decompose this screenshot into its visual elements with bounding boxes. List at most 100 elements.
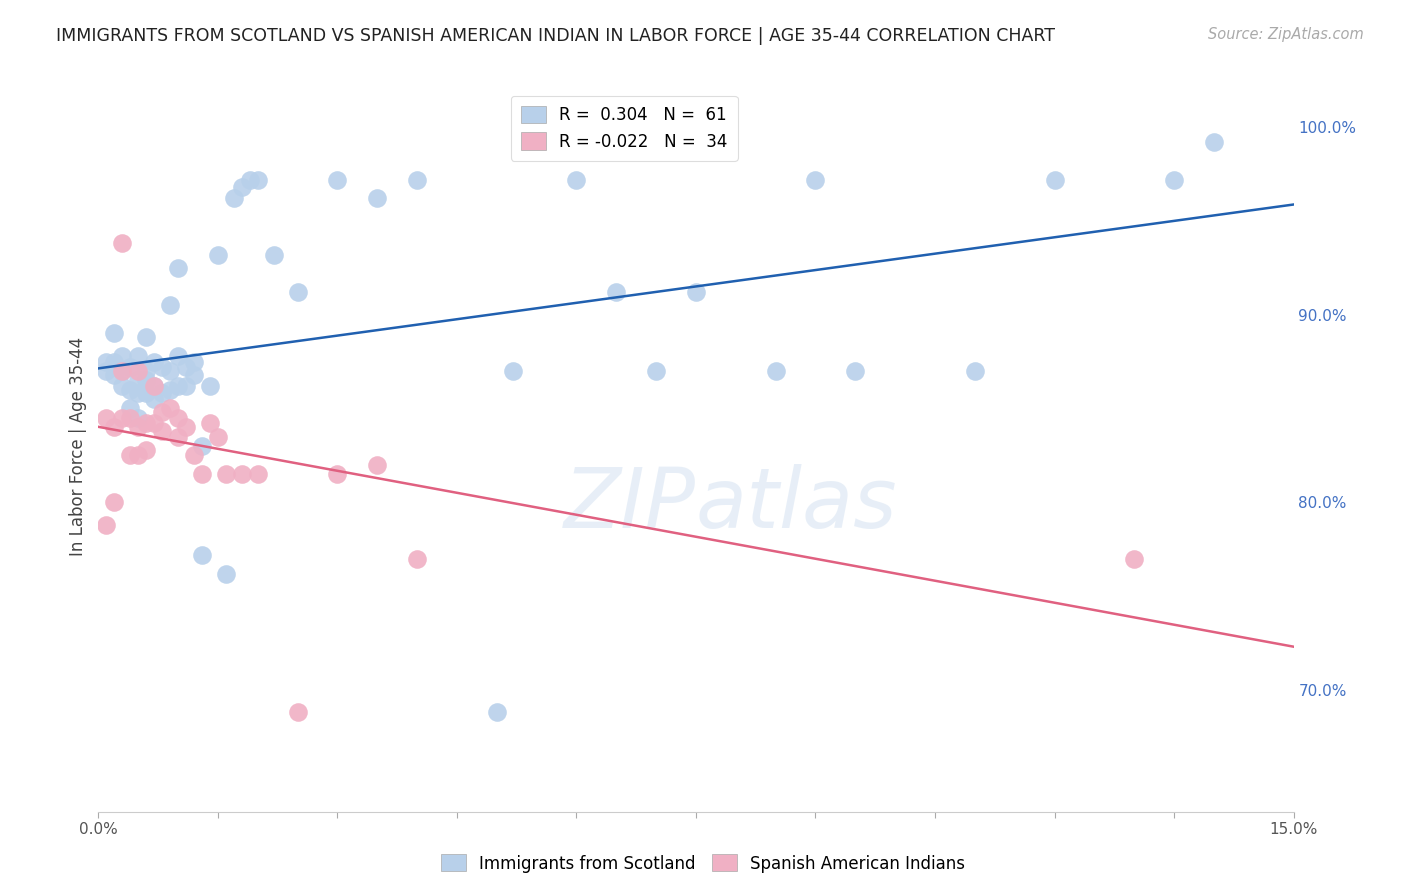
Point bbox=[183, 449, 205, 463]
Point bbox=[167, 429, 190, 443]
Point bbox=[565, 172, 588, 186]
Point bbox=[103, 326, 125, 341]
Point bbox=[111, 364, 134, 378]
Point bbox=[135, 373, 157, 387]
Point bbox=[96, 410, 118, 425]
Point bbox=[844, 364, 866, 378]
Y-axis label: In Labor Force | Age 35-44: In Labor Force | Age 35-44 bbox=[69, 336, 87, 556]
Point bbox=[120, 383, 142, 397]
Point bbox=[502, 364, 524, 378]
Point bbox=[159, 298, 181, 312]
Point bbox=[150, 424, 173, 438]
Point bbox=[120, 410, 142, 425]
Point bbox=[127, 349, 149, 363]
Point bbox=[111, 410, 134, 425]
Point bbox=[765, 364, 787, 378]
Point bbox=[103, 495, 125, 509]
Text: IMMIGRANTS FROM SCOTLAND VS SPANISH AMERICAN INDIAN IN LABOR FORCE | AGE 35-44 C: IMMIGRANTS FROM SCOTLAND VS SPANISH AMER… bbox=[56, 27, 1056, 45]
Point bbox=[103, 368, 125, 382]
Point bbox=[127, 420, 149, 434]
Point bbox=[143, 379, 166, 393]
Point bbox=[167, 410, 190, 425]
Point bbox=[111, 379, 134, 393]
Point bbox=[135, 417, 157, 431]
Point bbox=[120, 360, 142, 375]
Point bbox=[120, 449, 142, 463]
Point bbox=[1163, 172, 1185, 186]
Point bbox=[1202, 135, 1225, 149]
Point bbox=[127, 410, 149, 425]
Point bbox=[159, 401, 181, 416]
Point bbox=[198, 417, 221, 431]
Point bbox=[287, 285, 309, 300]
Point bbox=[111, 364, 134, 378]
Point bbox=[215, 467, 238, 482]
Point bbox=[198, 379, 221, 393]
Point bbox=[174, 420, 197, 434]
Point bbox=[246, 467, 269, 482]
Point bbox=[143, 417, 166, 431]
Point bbox=[222, 191, 245, 205]
Point bbox=[174, 360, 197, 375]
Text: Source: ZipAtlas.com: Source: ZipAtlas.com bbox=[1208, 27, 1364, 42]
Point bbox=[239, 172, 262, 186]
Point bbox=[167, 260, 190, 275]
Point bbox=[127, 449, 149, 463]
Point bbox=[96, 364, 118, 378]
Point bbox=[1123, 551, 1146, 566]
Point bbox=[231, 180, 253, 194]
Point bbox=[326, 172, 349, 186]
Point bbox=[191, 439, 214, 453]
Point bbox=[103, 354, 125, 368]
Point bbox=[207, 429, 229, 443]
Point bbox=[159, 364, 181, 378]
Point bbox=[287, 706, 309, 720]
Point bbox=[366, 458, 388, 472]
Point bbox=[326, 467, 349, 482]
Point bbox=[167, 349, 190, 363]
Point bbox=[127, 364, 149, 378]
Point bbox=[804, 172, 827, 186]
Point bbox=[120, 401, 142, 416]
Legend: Immigrants from Scotland, Spanish American Indians: Immigrants from Scotland, Spanish Americ… bbox=[434, 847, 972, 880]
Text: ZIP: ZIP bbox=[564, 464, 696, 545]
Point bbox=[135, 330, 157, 344]
Text: atlas: atlas bbox=[696, 464, 897, 545]
Point bbox=[127, 373, 149, 387]
Point bbox=[366, 191, 388, 205]
Point bbox=[231, 467, 253, 482]
Point bbox=[111, 236, 134, 251]
Legend: R =  0.304   N =  61, R = -0.022   N =  34: R = 0.304 N = 61, R = -0.022 N = 34 bbox=[510, 96, 738, 161]
Point bbox=[406, 172, 429, 186]
Point bbox=[143, 392, 166, 406]
Point bbox=[1043, 172, 1066, 186]
Point bbox=[183, 368, 205, 382]
Point bbox=[159, 383, 181, 397]
Point bbox=[143, 354, 166, 368]
Point bbox=[963, 364, 986, 378]
Point bbox=[685, 285, 707, 300]
Point bbox=[96, 354, 118, 368]
Point bbox=[207, 248, 229, 262]
Point bbox=[183, 354, 205, 368]
Point bbox=[135, 364, 157, 378]
Point bbox=[645, 364, 668, 378]
Point bbox=[103, 420, 125, 434]
Point bbox=[127, 386, 149, 401]
Point bbox=[111, 349, 134, 363]
Point bbox=[96, 517, 118, 532]
Point bbox=[215, 566, 238, 581]
Point bbox=[150, 405, 173, 419]
Point bbox=[263, 248, 285, 262]
Point bbox=[191, 548, 214, 562]
Point bbox=[135, 442, 157, 457]
Point bbox=[150, 386, 173, 401]
Point bbox=[174, 379, 197, 393]
Point bbox=[143, 379, 166, 393]
Point bbox=[605, 285, 627, 300]
Point bbox=[135, 386, 157, 401]
Point bbox=[191, 467, 214, 482]
Point bbox=[167, 379, 190, 393]
Point bbox=[406, 551, 429, 566]
Point bbox=[485, 706, 508, 720]
